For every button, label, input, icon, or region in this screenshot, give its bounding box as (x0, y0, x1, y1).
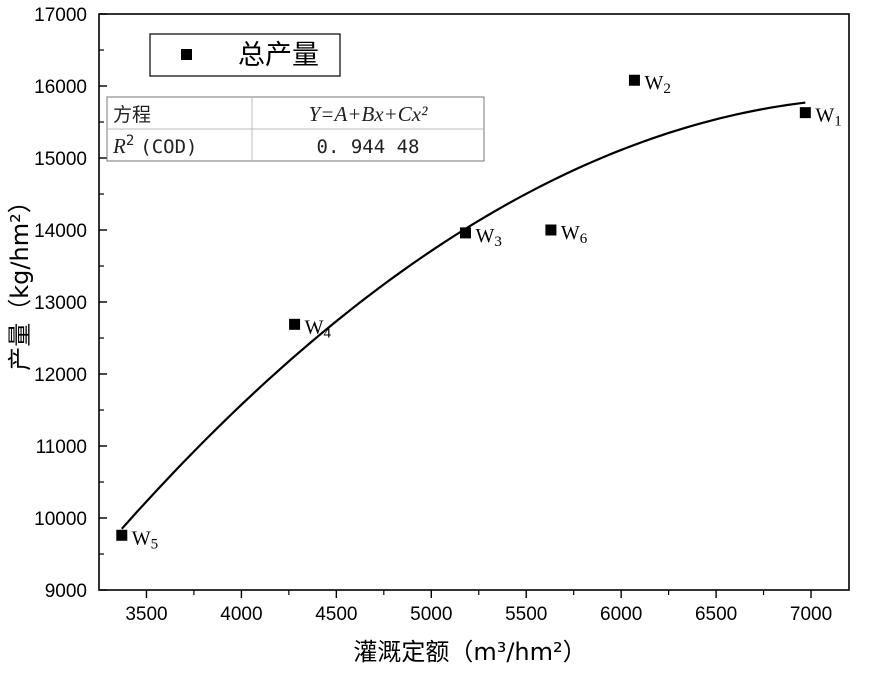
data-point (116, 529, 128, 541)
y-tick-label: 14000 (34, 221, 87, 242)
x-tick-label: 3500 (125, 604, 167, 625)
legend-label: 总产量 (238, 40, 319, 71)
data-points: W1 W2 W3 W4 W5 W6 (116, 72, 842, 552)
y-tick-label: 10000 (34, 509, 87, 530)
x-tick-label: 5500 (505, 604, 547, 625)
fit-curve (120, 101, 806, 530)
x-tick-label: 5000 (410, 604, 452, 625)
x-tick-label: 6000 (600, 604, 642, 625)
legend: 总产量 (149, 33, 341, 77)
data-point (289, 318, 301, 330)
data-point (799, 107, 811, 119)
data-point (459, 227, 471, 239)
point-label: W1 (815, 105, 841, 130)
y-axis-ticks: 9000 10000 11000 12000 13000 14000 15000 16000 1… (34, 5, 107, 602)
y-tick-label: 17000 (34, 5, 87, 26)
stats-row1-label: 方程 (113, 104, 151, 126)
stats-row2-value: 0. 944 48 (317, 136, 420, 158)
x-tick-label: 4000 (220, 604, 262, 625)
point-label: W4 (305, 316, 332, 341)
stats-r-symbol: R (112, 134, 126, 158)
point-label: W2 (644, 72, 670, 97)
y-axis-title: 产量（kg/hm²） (6, 189, 34, 370)
y-tick-label: 16000 (34, 77, 87, 98)
stats-r-superscript: 2 (126, 133, 134, 149)
stats-row2-label: R2 (COD) (112, 133, 197, 158)
data-point (545, 224, 557, 236)
x-axis-ticks: 3500 4000 4500 5000 5500 6000 6500 7000 (125, 590, 832, 625)
y-tick-label: 12000 (34, 365, 87, 386)
point-label: W3 (475, 225, 501, 250)
y-tick-label: 11000 (36, 437, 87, 458)
data-point (628, 74, 640, 86)
point-label: W6 (561, 222, 588, 247)
x-tick-label: 6500 (695, 604, 737, 625)
y-tick-label: 15000 (34, 149, 87, 170)
legend-marker (181, 49, 192, 60)
stats-row1-value: Y=A+Bx+Cx² (309, 102, 428, 126)
x-axis-title: 灌溉定额（m³/hm²） (353, 638, 586, 666)
point-label: W5 (132, 527, 158, 552)
x-tick-label: 4500 (315, 604, 357, 625)
y-tick-label: 13000 (34, 293, 87, 314)
stats-cod-text: (COD) (140, 136, 197, 158)
stats-table: 方程 Y=A+Bx+Cx² R2 (COD) 0. 944 48 (106, 96, 485, 162)
y-tick-label: 9000 (45, 581, 87, 602)
x-tick-label: 7000 (790, 604, 832, 625)
